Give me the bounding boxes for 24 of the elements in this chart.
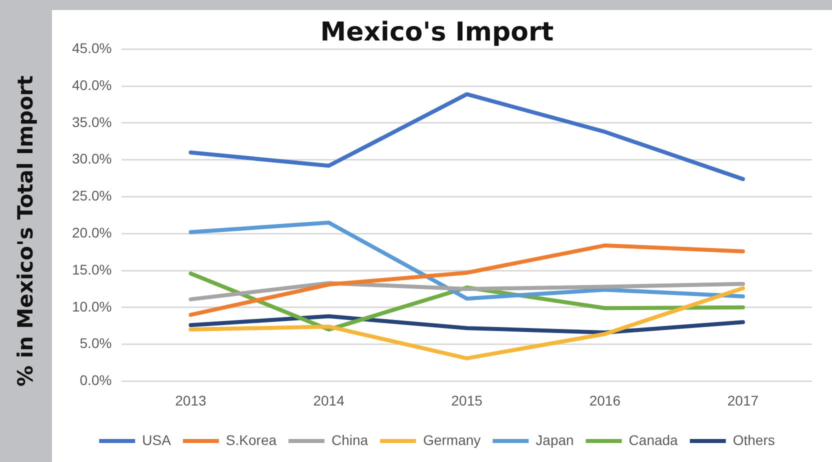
y-axis-title: % in Mexico's Total Import bbox=[14, 75, 38, 387]
x-tick-label: 2017 bbox=[727, 392, 759, 408]
y-tick-label: 5.0% bbox=[80, 335, 112, 352]
x-tick-label: 2013 bbox=[175, 392, 207, 408]
y-tick-label: 20.0% bbox=[72, 224, 112, 241]
y-tick-label: 0.0% bbox=[80, 372, 112, 388]
chart-title: Mexico's Import bbox=[320, 17, 554, 48]
y-tick-label: 35.0% bbox=[72, 114, 112, 130]
y-tick-label: 40.0% bbox=[72, 76, 112, 93]
y-tick-label: 10.0% bbox=[72, 298, 112, 314]
x-tick-label: 2016 bbox=[589, 392, 621, 408]
legend-label: Others bbox=[732, 432, 775, 448]
legend-label: China bbox=[332, 432, 368, 448]
legend-label: USA bbox=[142, 432, 172, 448]
legend-label: Japan bbox=[536, 432, 574, 448]
legend-label: Canada bbox=[628, 432, 678, 448]
y-tick-label: 30.0% bbox=[72, 150, 112, 167]
x-tick-label: 2014 bbox=[313, 392, 345, 408]
legend-label: Germany bbox=[423, 432, 481, 448]
y-tick-label: 45.0% bbox=[72, 40, 112, 56]
x-tick-label: 2015 bbox=[451, 392, 483, 408]
y-tick-label: 25.0% bbox=[72, 188, 112, 204]
y-tick-label: 15.0% bbox=[72, 261, 112, 278]
legend-label: S.Korea bbox=[226, 432, 277, 448]
